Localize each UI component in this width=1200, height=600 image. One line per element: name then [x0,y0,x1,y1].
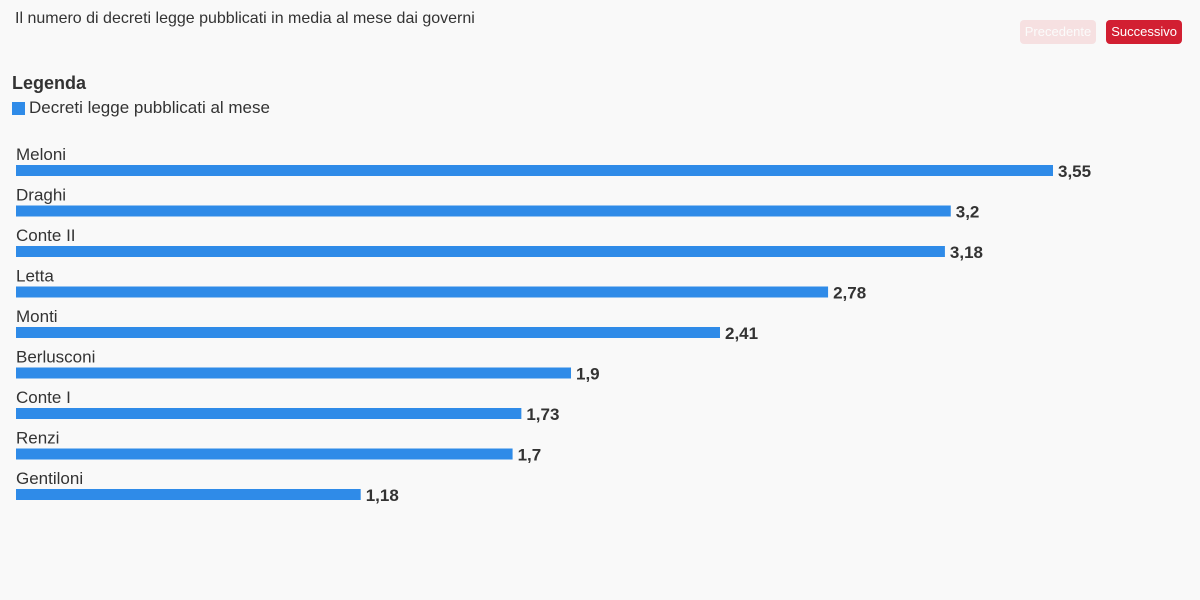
bar-chart: Meloni 3,55 Draghi 3,2 Conte II 3,18 Letta 2,78… [16,145,1091,505]
bar[interactable] [16,205,951,217]
value-label: 1,73 [526,405,559,424]
category-label: Letta [16,267,54,286]
legend-swatch [12,101,25,115]
value-label: 2,41 [725,324,758,343]
legend: Legenda Decreti legge pubblicati al mese [12,73,270,118]
category-label: Gentiloni [16,469,83,488]
legend-item: Decreti legge pubblicati al mese [12,98,270,118]
bar[interactable] [16,246,945,257]
bar[interactable] [16,489,361,500]
value-label: 2,78 [833,284,866,303]
category-label: Conte I [16,388,71,407]
value-label: 1,18 [366,486,399,505]
bar[interactable] [16,165,1053,176]
legend-item-label: Decreti legge pubblicati al mese [29,98,270,117]
bar[interactable] [16,408,522,419]
next-button[interactable]: Successivo [1106,20,1182,44]
bar[interactable] [16,327,720,338]
previous-button[interactable]: Precedente [1019,20,1097,44]
value-label: 1,7 [518,446,542,465]
category-label: Draghi [16,186,66,205]
chart-title: Il numero di decreti legge pubblicati in… [15,10,475,27]
bar[interactable] [16,448,513,460]
value-label: 3,18 [950,243,983,262]
category-label: Berlusconi [16,348,95,367]
legend-title: Legenda [12,73,87,93]
value-label: 3,55 [1058,162,1091,181]
category-label: Renzi [16,429,59,448]
bar[interactable] [16,367,572,379]
category-label: Conte II [16,226,76,245]
navigation-buttons: Precedente Successivo [1019,20,1182,44]
value-label: 1,9 [576,365,600,384]
category-label: Meloni [16,145,66,164]
bar[interactable] [16,286,829,298]
category-label: Monti [16,307,58,326]
value-label: 3,2 [956,203,980,222]
